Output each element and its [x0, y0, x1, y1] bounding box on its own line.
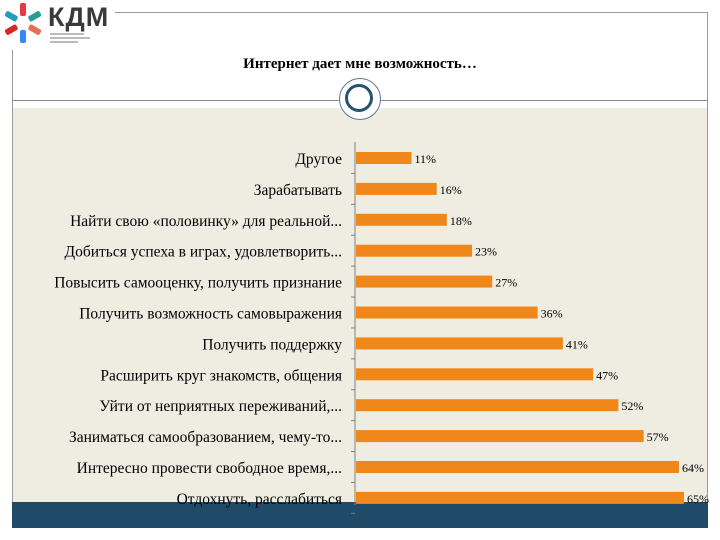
bar — [356, 306, 538, 319]
logo: КДМ — [0, 0, 110, 50]
bar — [356, 182, 437, 195]
category-label: Добиться успеха в играх, удовлетворить..… — [65, 244, 343, 261]
category-label: Получить поддержку — [202, 336, 342, 353]
slide-title: Интернет дает мне возможность… — [243, 56, 477, 72]
category-label: Зарабатывать — [254, 182, 342, 199]
footer-band — [12, 502, 708, 528]
data-label: 16% — [440, 183, 462, 197]
category-label: Уйти от неприятных переживаний,... — [99, 398, 342, 415]
bar — [356, 337, 563, 350]
slide-frame-right — [707, 12, 708, 502]
data-label: 47% — [596, 368, 618, 382]
data-label: 64% — [682, 461, 704, 475]
category-label: Повысить самооценку, получить признание — [54, 275, 342, 292]
bar — [356, 244, 473, 257]
bar — [356, 275, 493, 288]
snowflake-pinwheel-icon — [4, 3, 42, 43]
slide-frame-top — [115, 12, 708, 13]
data-label: 27% — [495, 276, 517, 290]
data-label: 65% — [687, 492, 709, 506]
bar — [356, 213, 447, 226]
bar — [356, 152, 412, 164]
logo-wordmark: КДМ — [48, 2, 110, 32]
data-label: 36% — [541, 307, 563, 321]
category-label: Отдохнуть, расслабиться — [177, 491, 342, 508]
data-label: 41% — [566, 337, 588, 351]
category-label: Другое — [295, 151, 342, 168]
category-label: Расширить круг знакомств, общения — [100, 367, 342, 384]
bar — [356, 430, 644, 443]
data-label: 23% — [475, 245, 497, 259]
data-label: 18% — [450, 214, 472, 228]
data-label: 11% — [415, 152, 437, 166]
bar — [356, 491, 684, 504]
bar — [356, 399, 619, 412]
bar — [356, 461, 679, 473]
logo-tagline — [50, 33, 110, 43]
category-label: Получить возможность самовыражения — [79, 306, 342, 323]
divider-medallion — [339, 78, 381, 120]
bar — [356, 368, 594, 381]
category-label: Заниматься самообразованием, чему-то... — [69, 429, 342, 446]
data-label: 57% — [647, 430, 669, 444]
category-label: Найти свою «половинку» для реальной... — [70, 213, 342, 230]
data-label: 52% — [621, 399, 643, 413]
slide-frame-left — [12, 50, 13, 502]
category-label: Интересно провести свободное время,... — [77, 460, 342, 477]
